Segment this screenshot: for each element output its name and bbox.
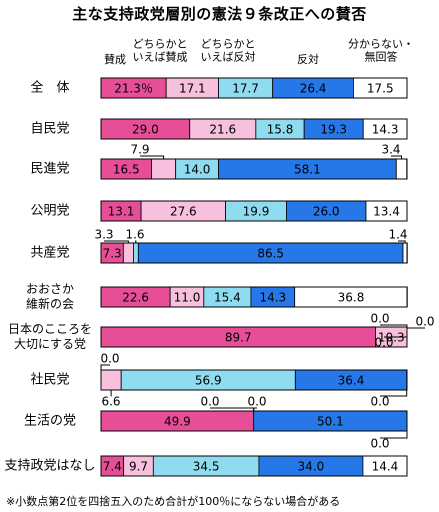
category-label-10: 支持政党はなし [4,459,95,474]
data-label-7-3: 0.0 [370,312,389,326]
category-label-9: 生活の党 [24,414,76,429]
data-label-4-2: 27.6 [170,205,197,219]
data-label-2-3: 15.8 [267,123,294,137]
bar-outline-7 [100,326,408,348]
data-label-3-5: 3.4 [381,143,400,157]
data-label-10-4: 34.0 [298,460,325,474]
data-label-2-2: 21.6 [209,123,236,137]
data-label-5-1: 7.3 [103,247,122,261]
chart-footnote: ※小数点第2位を四捨五入のため合計が100％にならない場合がある [6,495,341,508]
data-label-5-5: 1.4 [388,228,407,242]
bar-outline-9 [100,410,408,432]
leader-line-9-3 [253,407,257,411]
data-label-9-4: 50.1 [317,415,344,429]
leader-line-8-5 [380,390,408,397]
leader-line-7-3 [380,324,408,327]
category-label-2: 自民党 [30,122,69,137]
data-label-7-1: 89.7 [225,331,252,345]
data-label-9-5: 0.0 [370,437,389,451]
data-label-2-1: 29.0 [132,123,159,137]
category-label-3: 民進党 [30,162,69,177]
bar-outline-2 [100,118,408,140]
data-label-3-1: 16.5 [113,163,140,177]
leader-line-9-5 [380,431,408,439]
data-label-8-4: 36.4 [338,374,365,388]
bar-outline-5 [100,242,408,264]
data-label-10-3: 34.5 [193,460,220,474]
legend-label-3: どちらかといえば反対 [201,38,256,64]
chart-title: 主な支持政党層別の憲法９条改正への賛否 [72,5,367,23]
data-label-8-5: 0.0 [370,395,389,409]
bar-outline-6 [100,286,408,308]
data-label-4-5: 13.4 [373,205,400,219]
legend-label-5: 分からない・無回答 [348,38,414,64]
leader-line-5-3 [135,240,137,243]
data-label-6-5: 36.8 [338,291,365,305]
data-label-6-2: 11.0 [174,291,201,305]
data-label-8-3: 56.9 [195,374,222,388]
data-label-1-2: 17.1 [179,82,206,96]
category-label-7: 日本のこころを大切にする党 [8,322,92,351]
leader-line-5-5 [398,240,406,243]
data-label-7-4: 0.0 [374,336,393,350]
data-label-3-3: 14.0 [184,163,211,177]
data-label-8-1: 0.0 [100,352,119,366]
data-label-5-2: 3.3 [94,228,113,242]
leader-line-3-5 [391,155,402,159]
bar-outline-4 [100,200,408,222]
category-label-6: おおさか維新の会 [26,282,74,311]
bar-segment-8-2 [100,369,122,391]
data-label-8-2: 6.6 [101,395,120,409]
bar-outline-1 [100,77,408,99]
data-label-4-3: 19.9 [243,205,270,219]
data-label-10-5: 14.4 [372,460,399,474]
bar-segment-3-5 [395,158,408,180]
data-label-9-2: 0.0 [200,395,219,409]
data-label-1-4: 26.4 [300,82,327,96]
data-label-6-3: 15.4 [214,291,241,305]
legend-label-2: どちらかといえば賛成 [133,38,188,64]
bar-segment-3-2 [151,158,177,180]
data-label-3-4: 58.1 [294,163,321,177]
data-label-6-4: 14.3 [259,291,286,305]
data-label-10-2: 9.7 [129,460,148,474]
category-label-1: 全 体 [30,80,69,96]
bar-outline-10 [100,455,408,477]
bar-segment-5-2 [122,242,134,264]
legend-label-1: 賛成 [104,52,126,66]
data-label-3-2: 7.9 [130,143,149,157]
category-label-8: 社民党 [30,372,69,388]
legend-label-4: 反対 [297,52,319,66]
bar-outline-3 [100,158,408,180]
bar-segment-5-3 [133,242,139,264]
data-label-2-5: 14.3 [372,123,399,137]
data-label-10-1: 7.4 [103,460,122,474]
data-label-1-5: 17.5 [367,82,394,96]
data-label-9-3: 0.0 [247,395,266,409]
category-label-5: 共産党 [30,245,69,261]
data-label-5-3: 1.6 [125,228,144,242]
data-label-4-1: 13.1 [108,205,135,219]
data-label-1-3: 17.7 [232,82,259,96]
leader-line-3-2 [140,155,165,159]
data-label-6-1: 22.6 [122,291,149,305]
data-label-2-4: 19.3 [320,123,347,137]
data-label-1-1: 21.3％ [114,82,153,96]
data-label-9-1: 49.9 [164,415,191,429]
leader-line-5-2 [104,240,129,243]
data-label-5-4: 86.5 [257,247,284,261]
data-label-4-4: 26.0 [313,205,340,219]
data-label-7-5: 0.0 [415,315,434,329]
bar-outline-8 [100,369,408,391]
leader-line-8-1 [100,364,110,370]
category-label-4: 公明党 [30,204,69,219]
